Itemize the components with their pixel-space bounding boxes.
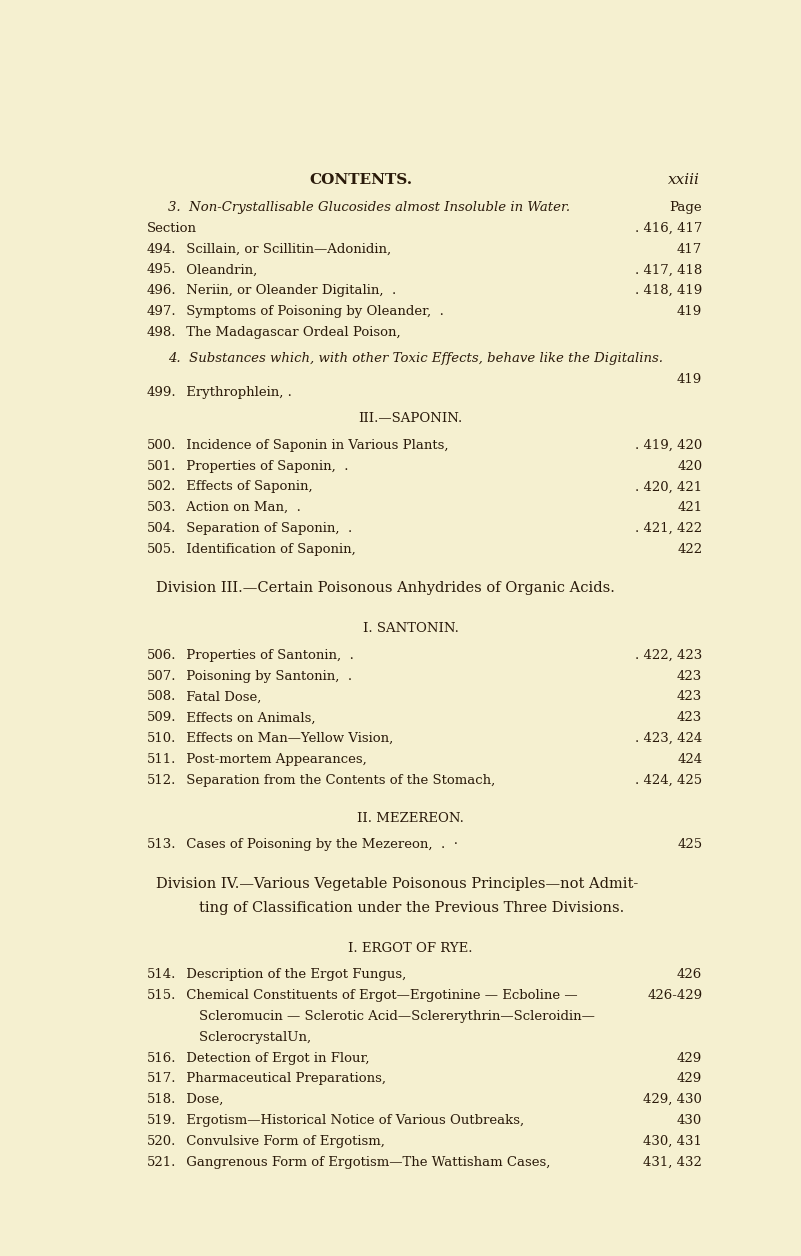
- Text: 507.: 507.: [147, 669, 176, 683]
- Text: 423: 423: [677, 711, 702, 725]
- Text: . 416, 417: . 416, 417: [635, 222, 702, 235]
- Text: . 417, 418: . 417, 418: [635, 264, 702, 276]
- Text: 423: 423: [677, 691, 702, 703]
- Text: 426: 426: [677, 968, 702, 981]
- Text: . 420, 421: . 420, 421: [635, 480, 702, 494]
- Text: 430: 430: [677, 1114, 702, 1127]
- Text: 417: 417: [677, 242, 702, 256]
- Text: . 419, 420: . 419, 420: [635, 438, 702, 452]
- Text: Effects of Saponin,: Effects of Saponin,: [182, 480, 312, 494]
- Text: 516.: 516.: [147, 1051, 176, 1065]
- Text: 3.  Non-Crystallisable Glucosides almost Insoluble in Water.: 3. Non-Crystallisable Glucosides almost …: [168, 201, 570, 214]
- Text: 496.: 496.: [147, 284, 176, 298]
- Text: Detection of Ergot in Flour,: Detection of Ergot in Flour,: [182, 1051, 369, 1065]
- Text: 517.: 517.: [147, 1073, 176, 1085]
- Text: Scleromucin — Sclerotic Acid—Sclererythrin—Scleroidin—: Scleromucin — Sclerotic Acid—Sclererythr…: [182, 1010, 595, 1024]
- Text: Cases of Poisoning by the Mezereon,  .  ·: Cases of Poisoning by the Mezereon, . ·: [182, 839, 458, 852]
- Text: 4.  Substances which, with other Toxic Effects, behave like the Digitalins.: 4. Substances which, with other Toxic Ef…: [168, 353, 663, 365]
- Text: 430, 431: 430, 431: [643, 1135, 702, 1148]
- Text: 498.: 498.: [147, 325, 176, 339]
- Text: Chemical Constituents of Ergot—Ergotinine — Ecboline —: Chemical Constituents of Ergot—Ergotinin…: [182, 990, 578, 1002]
- Text: 429, 430: 429, 430: [643, 1093, 702, 1107]
- Text: Erythrophlein, .: Erythrophlein, .: [182, 386, 292, 398]
- Text: Effects on Animals,: Effects on Animals,: [182, 711, 316, 725]
- Text: 511.: 511.: [147, 752, 176, 766]
- Text: Separation from the Contents of the Stomach,: Separation from the Contents of the Stom…: [182, 774, 495, 786]
- Text: 513.: 513.: [147, 839, 176, 852]
- Text: . 424, 425: . 424, 425: [635, 774, 702, 786]
- Text: Properties of Saponin,  .: Properties of Saponin, .: [182, 460, 348, 472]
- Text: 431, 432: 431, 432: [643, 1156, 702, 1168]
- Text: Poisoning by Santonin,  .: Poisoning by Santonin, .: [182, 669, 352, 683]
- Text: . 418, 419: . 418, 419: [635, 284, 702, 298]
- Text: 495.: 495.: [147, 264, 176, 276]
- Text: . 423, 424: . 423, 424: [635, 732, 702, 745]
- Text: 520.: 520.: [147, 1135, 176, 1148]
- Text: III.—SAPONIN.: III.—SAPONIN.: [358, 412, 463, 426]
- Text: xxiii: xxiii: [668, 173, 699, 187]
- Text: 506.: 506.: [147, 649, 176, 662]
- Text: Properties of Santonin,  .: Properties of Santonin, .: [182, 649, 354, 662]
- Text: 419: 419: [677, 373, 702, 386]
- Text: 419: 419: [677, 305, 702, 318]
- Text: Incidence of Saponin in Various Plants,: Incidence of Saponin in Various Plants,: [182, 438, 449, 452]
- Text: 503.: 503.: [147, 501, 176, 514]
- Text: 515.: 515.: [147, 990, 176, 1002]
- Text: Convulsive Form of Ergotism,: Convulsive Form of Ergotism,: [182, 1135, 385, 1148]
- Text: Description of the Ergot Fungus,: Description of the Ergot Fungus,: [182, 968, 406, 981]
- Text: Scillain, or Scillitin—Adonidin,: Scillain, or Scillitin—Adonidin,: [182, 242, 391, 256]
- Text: CONTENTS.: CONTENTS.: [309, 173, 413, 187]
- Text: 420: 420: [677, 460, 702, 472]
- Text: 514.: 514.: [147, 968, 176, 981]
- Text: 429: 429: [677, 1051, 702, 1065]
- Text: Separation of Saponin,  .: Separation of Saponin, .: [182, 522, 352, 535]
- Text: 512.: 512.: [147, 774, 176, 786]
- Text: Ergotism—Historical Notice of Various Outbreaks,: Ergotism—Historical Notice of Various Ou…: [182, 1114, 524, 1127]
- Text: Oleandrin,: Oleandrin,: [182, 264, 257, 276]
- Text: Division III.—Certain Poisonous Anhydrides of Organic Acids.: Division III.—Certain Poisonous Anhydrid…: [156, 582, 615, 595]
- Text: SclerocrystalUn,: SclerocrystalUn,: [182, 1031, 312, 1044]
- Text: 501.: 501.: [147, 460, 176, 472]
- Text: 509.: 509.: [147, 711, 176, 725]
- Text: Identification of Saponin,: Identification of Saponin,: [182, 543, 356, 556]
- Text: II. MEZEREON.: II. MEZEREON.: [357, 811, 464, 825]
- Text: Division IV.—Various Vegetable Poisonous Principles—not Admit-: Division IV.—Various Vegetable Poisonous…: [156, 877, 638, 891]
- Text: 519.: 519.: [147, 1114, 176, 1127]
- Text: Symptoms of Poisoning by Oleander,  .: Symptoms of Poisoning by Oleander, .: [182, 305, 444, 318]
- Text: Dose,: Dose,: [182, 1093, 223, 1107]
- Text: 499.: 499.: [147, 386, 176, 398]
- Text: 429: 429: [677, 1073, 702, 1085]
- Text: Action on Man,  .: Action on Man, .: [182, 501, 301, 514]
- Text: Post-mortem Appearances,: Post-mortem Appearances,: [182, 752, 367, 766]
- Text: 502.: 502.: [147, 480, 176, 494]
- Text: 425: 425: [677, 839, 702, 852]
- Text: 505.: 505.: [147, 543, 176, 556]
- Text: Page: Page: [670, 201, 702, 214]
- Text: Effects on Man—Yellow Vision,: Effects on Man—Yellow Vision,: [182, 732, 393, 745]
- Text: Fatal Dose,: Fatal Dose,: [182, 691, 261, 703]
- Text: . 422, 423: . 422, 423: [635, 649, 702, 662]
- Text: Section: Section: [147, 222, 197, 235]
- Text: 508.: 508.: [147, 691, 176, 703]
- Text: 426-429: 426-429: [647, 990, 702, 1002]
- Text: 422: 422: [677, 543, 702, 556]
- Text: The Madagascar Ordeal Poison,: The Madagascar Ordeal Poison,: [182, 325, 400, 339]
- Text: 421: 421: [677, 501, 702, 514]
- Text: 510.: 510.: [147, 732, 176, 745]
- Text: 500.: 500.: [147, 438, 176, 452]
- Text: I. ERGOT OF RYE.: I. ERGOT OF RYE.: [348, 942, 473, 955]
- Text: Pharmaceutical Preparations,: Pharmaceutical Preparations,: [182, 1073, 386, 1085]
- Text: 521.: 521.: [147, 1156, 176, 1168]
- Text: Gangrenous Form of Ergotism—The Wattisham Cases,: Gangrenous Form of Ergotism—The Wattisha…: [182, 1156, 550, 1168]
- Text: I. SANTONIN.: I. SANTONIN.: [363, 622, 458, 636]
- Text: Neriin, or Oleander Digitalin,  .: Neriin, or Oleander Digitalin, .: [182, 284, 396, 298]
- Text: 494.: 494.: [147, 242, 176, 256]
- Text: 518.: 518.: [147, 1093, 176, 1107]
- Text: 423: 423: [677, 669, 702, 683]
- Text: 504.: 504.: [147, 522, 176, 535]
- Text: 424: 424: [677, 752, 702, 766]
- Text: ting of Classification under the Previous Three Divisions.: ting of Classification under the Previou…: [199, 901, 625, 914]
- Text: 497.: 497.: [147, 305, 176, 318]
- Text: . 421, 422: . 421, 422: [635, 522, 702, 535]
